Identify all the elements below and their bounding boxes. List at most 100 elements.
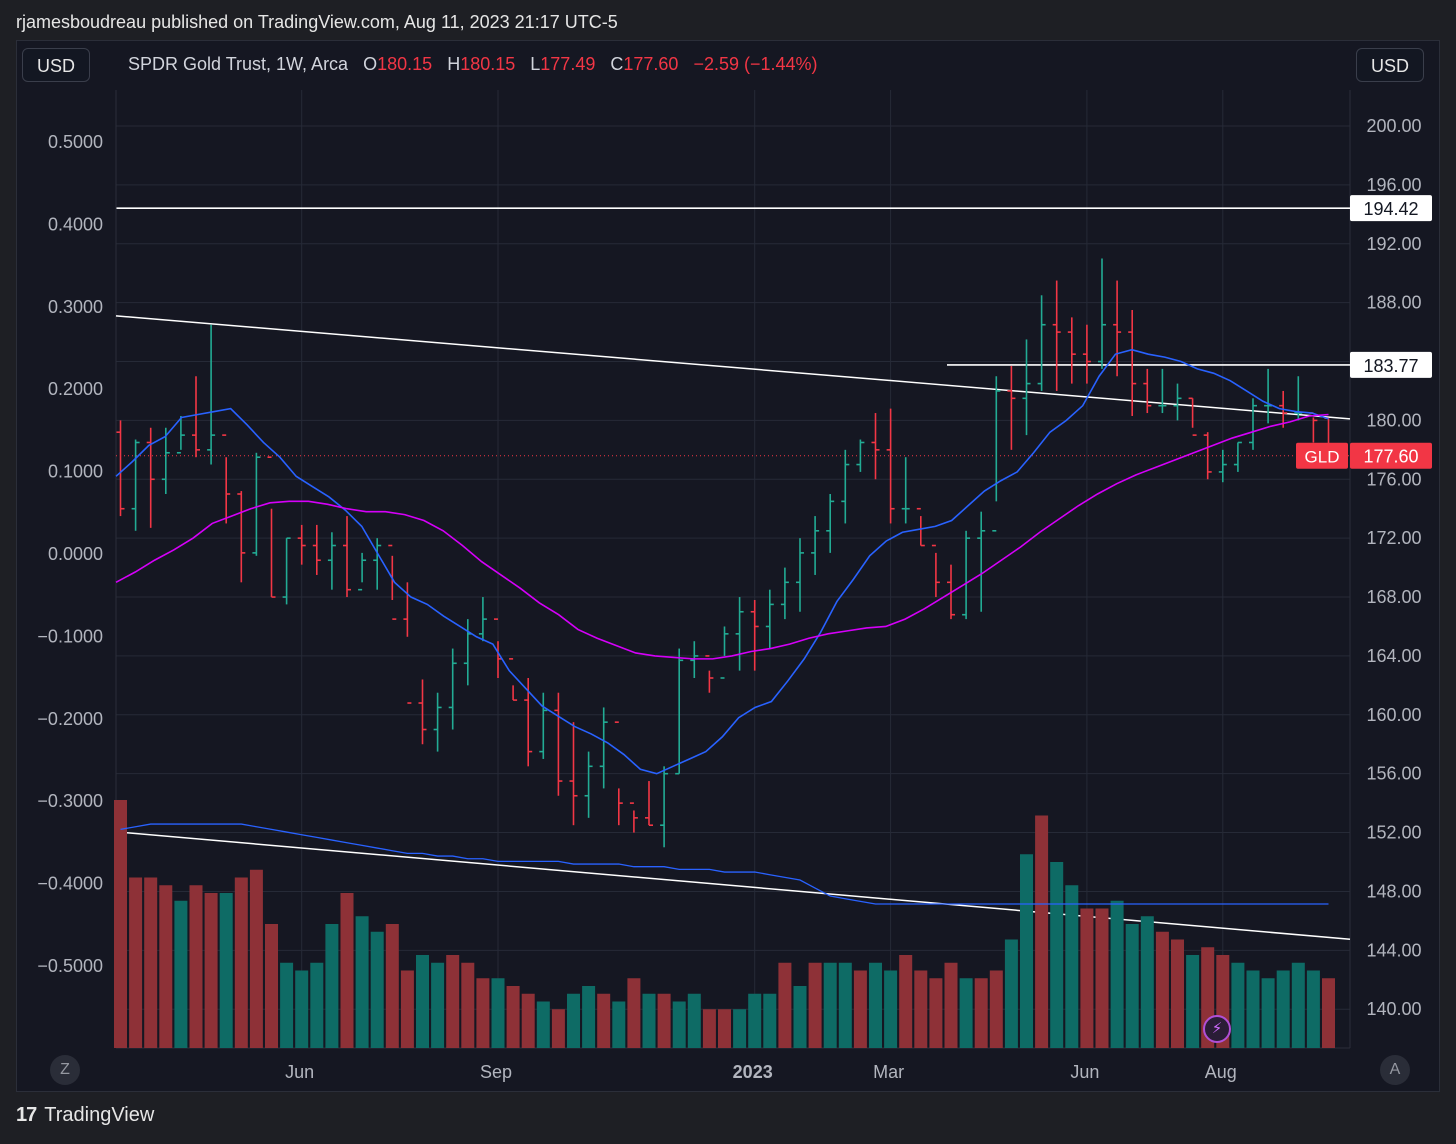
- left-currency-button[interactable]: USD: [22, 48, 91, 82]
- left-axis-tick: 0.4000: [48, 214, 103, 234]
- ohlc-bars: [116, 258, 1333, 848]
- volume-bar: [989, 970, 1003, 1048]
- volume-bar: [431, 962, 445, 1048]
- volume-bar: [1246, 970, 1260, 1048]
- volume-bar: [340, 893, 354, 1048]
- volume-bar: [491, 978, 505, 1048]
- left-axis: 0.5000 0.4000 0.3000 0.2000 0.1000 0.0000 −0.1…: [37, 132, 103, 976]
- volume-bar: [944, 962, 958, 1048]
- volume-bar: [265, 924, 278, 1048]
- right-axis-tick: 172.00: [1366, 528, 1421, 548]
- left-axis-tick: 0.5000: [48, 132, 103, 152]
- volume-bar: [793, 986, 807, 1048]
- open-label: O: [363, 54, 378, 74]
- right-axis-tick: 192.00: [1366, 234, 1421, 254]
- volume-bar: [1035, 815, 1049, 1048]
- left-axis-tick: −0.2000: [37, 709, 103, 729]
- high-value: 180.15: [460, 54, 516, 74]
- volume-bar: [808, 962, 822, 1048]
- time-axis: Jun Sep 2023 Mar Jun Aug: [285, 1062, 1237, 1082]
- volume-bar: [853, 970, 867, 1048]
- volume-bar: [174, 900, 188, 1048]
- close-label: C: [610, 54, 624, 74]
- left-axis-tick: 0.2000: [48, 379, 103, 399]
- brand-footer[interactable]: 17 TradingView: [16, 1104, 154, 1127]
- volume-bar: [929, 978, 943, 1048]
- volume-bars: [114, 800, 1335, 1048]
- volume-bar: [219, 893, 233, 1048]
- volume-bar: [1140, 916, 1154, 1048]
- time-axis-tick: Aug: [1205, 1062, 1237, 1082]
- horizontal-levels: [116, 207, 1350, 457]
- right-axis-tick: 144.00: [1366, 940, 1421, 960]
- volume-bar: [974, 978, 988, 1048]
- volume-bar: [310, 962, 324, 1048]
- change-value: −2.59 (−1.44%): [693, 54, 818, 74]
- volume-bar: [461, 962, 475, 1048]
- volume-bar: [234, 877, 248, 1048]
- volume-bar: [1306, 970, 1320, 1048]
- time-axis-tick: Sep: [480, 1062, 512, 1082]
- volume-bar: [884, 970, 898, 1048]
- right-currency-button[interactable]: USD: [1356, 48, 1425, 82]
- volume-bar: [521, 993, 535, 1048]
- right-axis-tick: 156.00: [1366, 764, 1421, 784]
- volume-bar: [476, 978, 490, 1048]
- volume-bar: [370, 931, 384, 1048]
- volume-bar: [551, 1009, 565, 1048]
- volume-bar: [1095, 908, 1109, 1048]
- time-axis-tick: Mar: [873, 1062, 904, 1082]
- volume-bar: [1080, 908, 1094, 1048]
- right-axis-tick: 200.00: [1366, 116, 1421, 136]
- left-axis-tick: −0.1000: [37, 626, 103, 646]
- right-axis-tick: 176.00: [1366, 469, 1421, 489]
- moving-averages: [115, 348, 1329, 775]
- volume-bar: [627, 978, 641, 1048]
- symbol-tag-box: [1296, 442, 1348, 469]
- volume-bar: [400, 970, 414, 1048]
- trend-lines: [115, 315, 1351, 941]
- volume-bar: [114, 800, 127, 1048]
- right-axis-tick: 160.00: [1366, 705, 1421, 725]
- sma-slow-line: [115, 413, 1329, 660]
- time-axis-tick: Jun: [1070, 1062, 1099, 1082]
- volume-bar: [702, 1009, 716, 1048]
- volume-bar: [612, 1001, 626, 1048]
- publisher-line: rjamesboudreau published on TradingView.…: [16, 12, 618, 32]
- volume-bar: [567, 993, 580, 1048]
- level-tag-label: 194.42: [1363, 199, 1418, 219]
- volume-bar: [914, 970, 928, 1048]
- volume-bar: [1171, 939, 1184, 1048]
- volume-bar: [1291, 962, 1305, 1048]
- left-axis-tick: 0.0000: [48, 544, 103, 564]
- volume-sma-line: [120, 823, 1329, 905]
- volume-bar: [1261, 978, 1275, 1048]
- auto-scale-button[interactable]: A: [1380, 1055, 1410, 1085]
- volume-bar: [778, 962, 792, 1048]
- volume-bar: [1065, 885, 1079, 1048]
- time-axis-tick: 2023: [733, 1062, 773, 1082]
- left-axis-tick: −0.5000: [37, 956, 103, 976]
- left-scale-button[interactable]: Z: [50, 1055, 80, 1085]
- volume-bar: [1020, 854, 1033, 1048]
- level-tag-label: 183.77: [1363, 356, 1418, 376]
- trend-line: [115, 831, 1351, 941]
- low-value: 177.49: [540, 54, 596, 74]
- volume-bar: [838, 962, 852, 1048]
- volume-bar: [416, 955, 429, 1048]
- sma-fast-line: [115, 348, 1329, 775]
- symbol-legend: SPDR Gold Trust, 1W, Arca O180.15 H180.1…: [128, 54, 818, 75]
- right-axis-tick: 164.00: [1366, 646, 1421, 666]
- right-axis: 200.00196.00192.00188.00184.00180.00176.…: [1366, 116, 1421, 1019]
- volume-bar: [582, 986, 596, 1048]
- high-label: H: [447, 54, 461, 74]
- volume-bar: [506, 986, 520, 1048]
- open-value: 180.15: [377, 54, 433, 74]
- volume-bar: [446, 955, 460, 1048]
- lightning-icon[interactable]: ⚡: [1203, 1015, 1231, 1043]
- volume-bar: [1110, 900, 1124, 1048]
- volume-bar: [129, 877, 143, 1048]
- volume-bar: [1276, 970, 1290, 1048]
- volume-bar: [280, 962, 294, 1048]
